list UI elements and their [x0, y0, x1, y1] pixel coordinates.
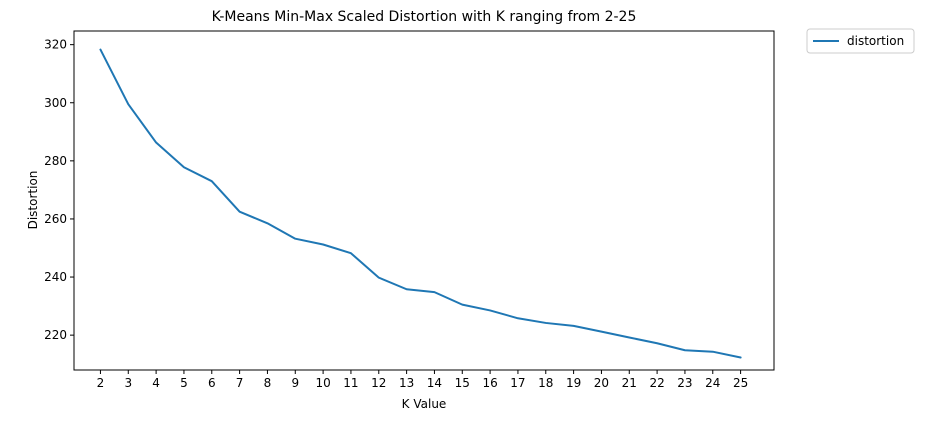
- plot-area: [73, 30, 775, 371]
- x-tick-label: 21: [622, 376, 637, 390]
- x-tick-label: 4: [152, 376, 160, 390]
- x-tick-label: 15: [455, 376, 470, 390]
- x-tick-label: 14: [427, 376, 442, 390]
- legend: distortion: [806, 28, 915, 54]
- x-tick-label: 5: [180, 376, 188, 390]
- x-tick-label: 24: [705, 376, 720, 390]
- y-tick-label: 300: [44, 96, 67, 110]
- legend-box: [806, 28, 915, 54]
- series-layer: [99, 48, 742, 359]
- x-tick-label: 22: [649, 376, 664, 390]
- x-tick-label: 9: [291, 376, 299, 390]
- x-tick-label: 20: [594, 376, 609, 390]
- x-tick-label: 18: [538, 376, 553, 390]
- y-tick-label: 280: [44, 154, 67, 168]
- legend-label-distortion: distortion: [847, 34, 904, 48]
- x-tick-label: 17: [510, 376, 525, 390]
- x-tick-label: 23: [677, 376, 692, 390]
- x-tick-label: 6: [208, 376, 216, 390]
- x-tick-label: 25: [733, 376, 748, 390]
- y-tick-label: 240: [44, 270, 67, 284]
- y-axis-ticks: 220 240 260 280 300 320: [44, 38, 74, 342]
- x-tick-label: 11: [343, 376, 358, 390]
- chart-title: K-Means Min-Max Scaled Distortion with K…: [212, 9, 637, 25]
- series-line-distortion: [99, 48, 742, 359]
- x-axis-ticks: 2 3 4 5 6 7 8 9 10 11 12 13 14 15 16 17 18 19 20 21 22 23 24 25: [97, 370, 748, 390]
- x-tick-label: 3: [124, 376, 132, 390]
- y-tick-label: 320: [44, 38, 67, 52]
- x-tick-label: 8: [264, 376, 272, 390]
- x-tick-label: 2: [97, 376, 105, 390]
- x-tick-label: 19: [566, 376, 581, 390]
- y-tick-label: 220: [44, 328, 67, 342]
- x-tick-label: 12: [371, 376, 386, 390]
- y-tick-label: 260: [44, 212, 67, 226]
- x-axis-title: K Value: [402, 397, 447, 411]
- x-tick-label: 7: [236, 376, 244, 390]
- x-tick-label: 13: [399, 376, 414, 390]
- x-tick-label: 10: [315, 376, 330, 390]
- x-tick-label: 16: [482, 376, 497, 390]
- y-axis-title: Distortion: [26, 171, 40, 230]
